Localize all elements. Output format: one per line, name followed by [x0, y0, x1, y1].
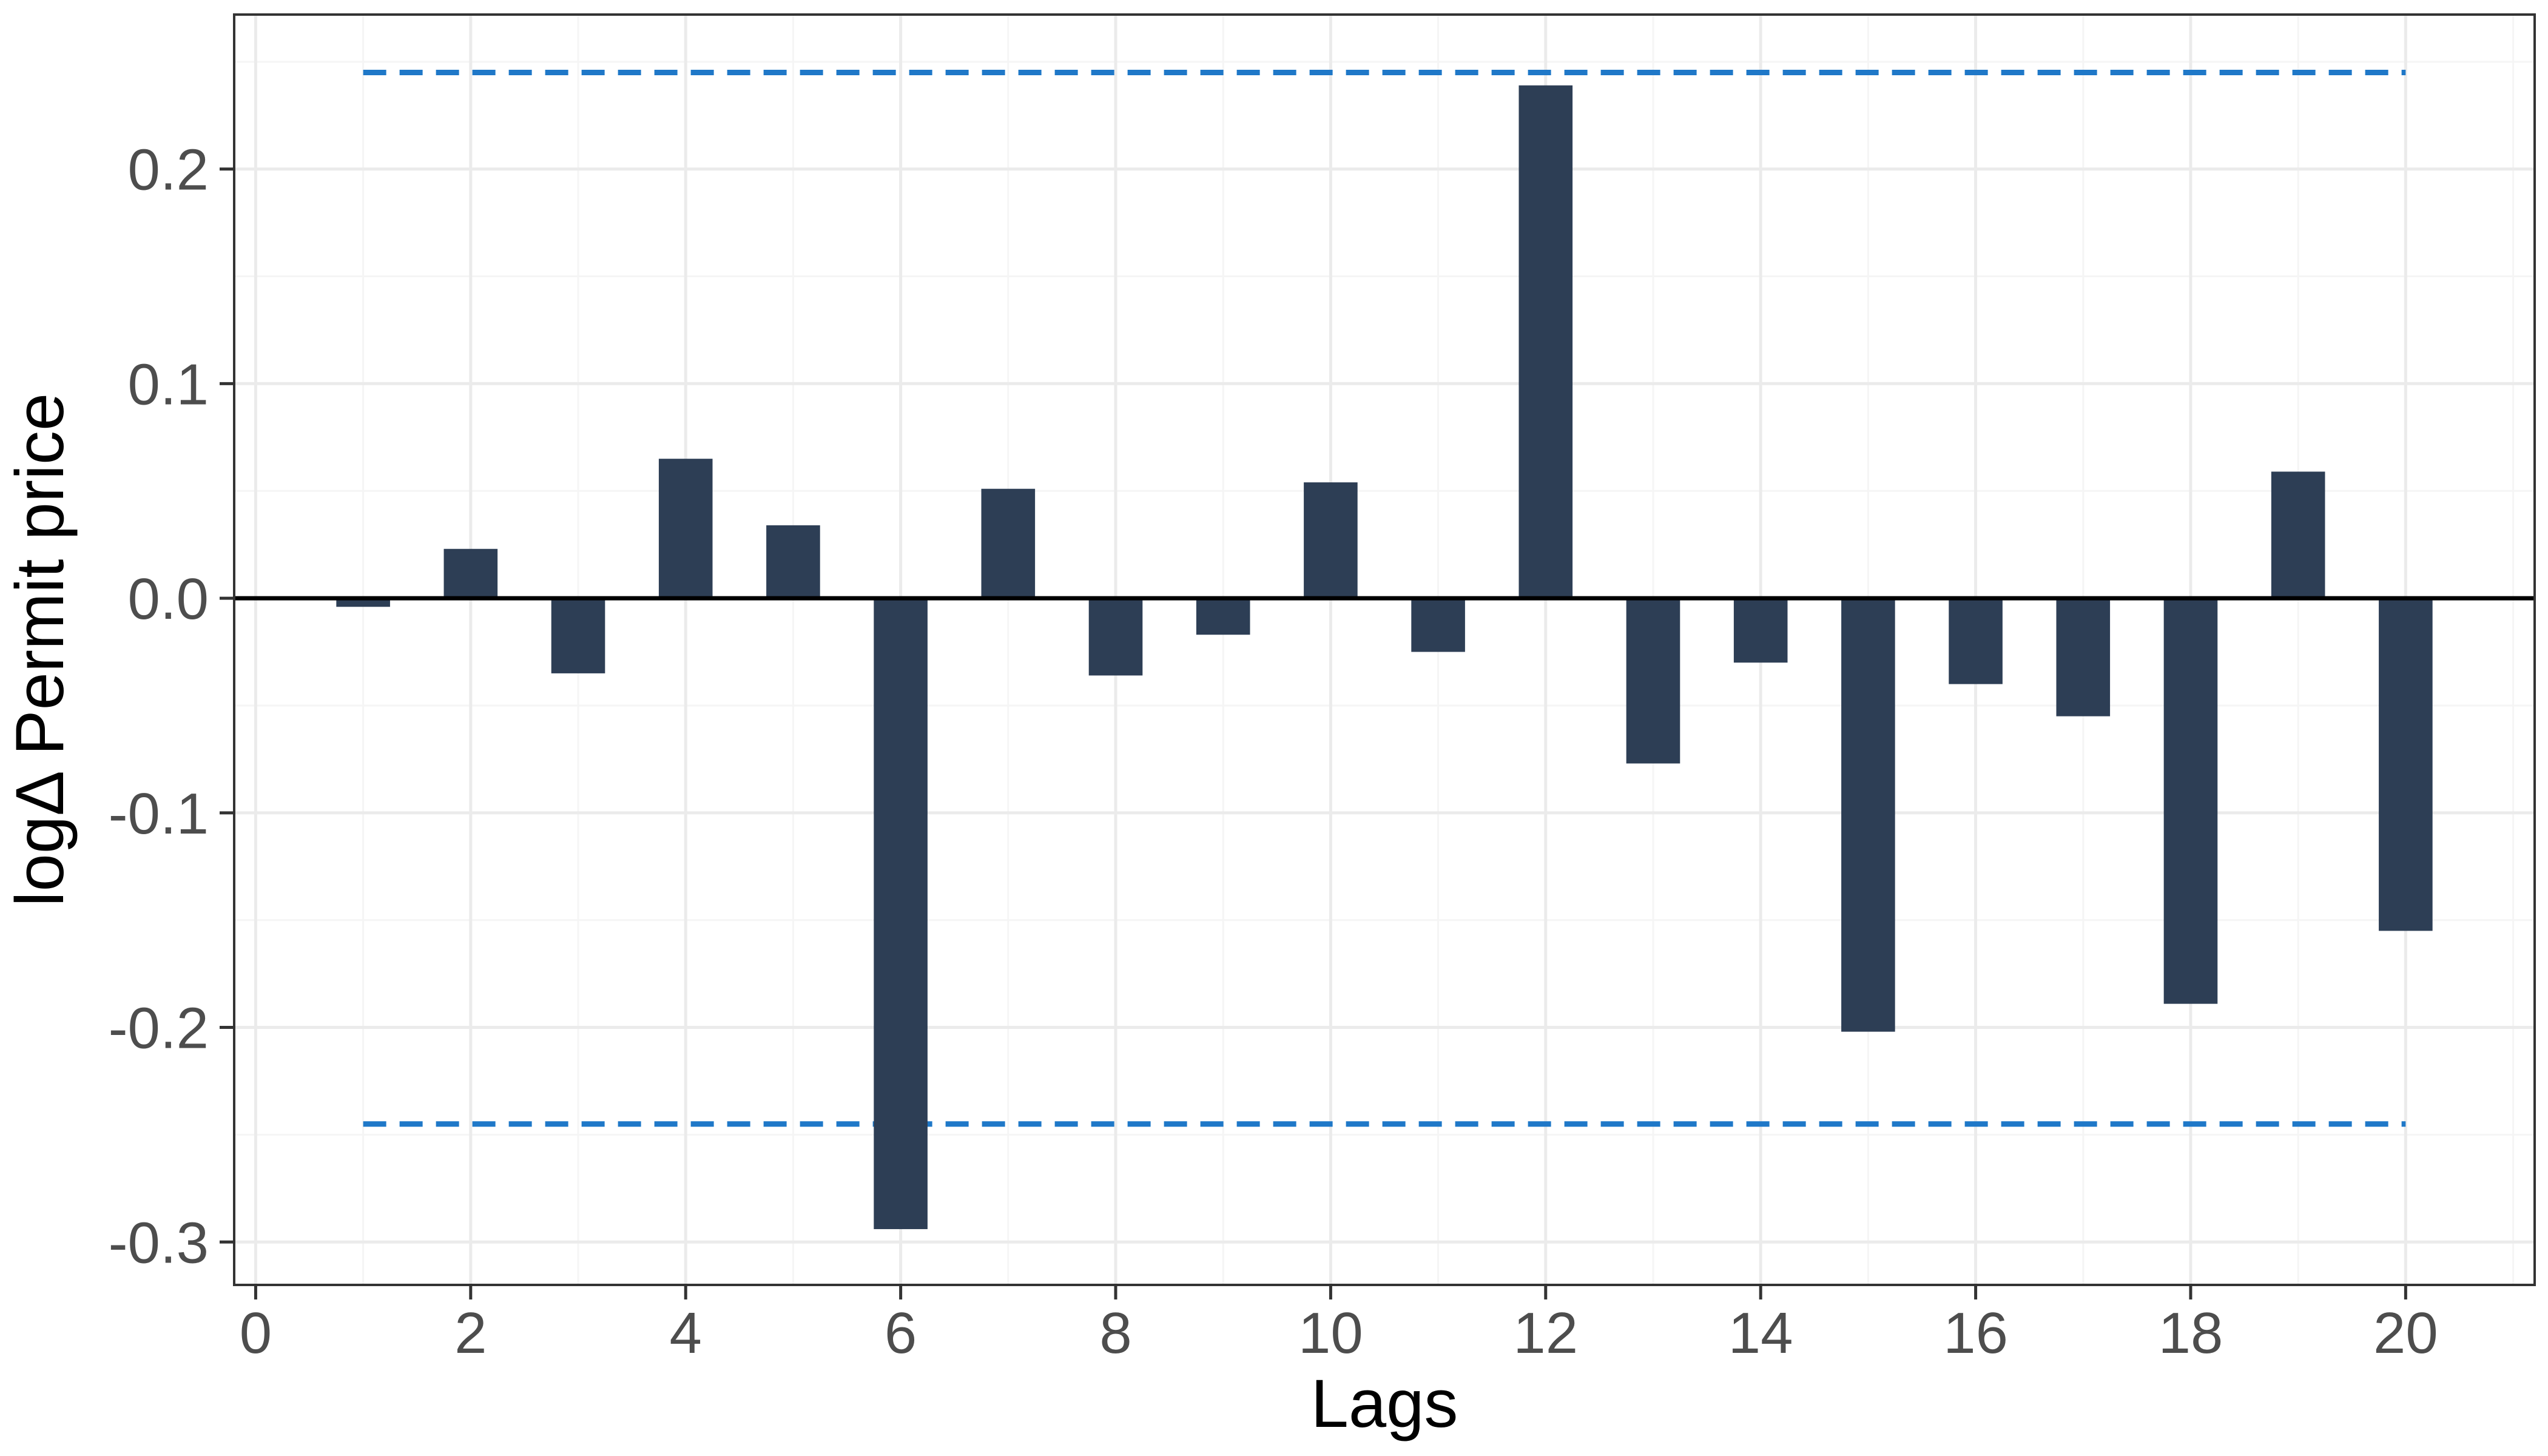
- x-tick-label: 12: [1513, 1301, 1578, 1366]
- bar-lag-6: [874, 598, 928, 1230]
- bar-lag-5: [766, 525, 820, 599]
- x-tick-label: 10: [1298, 1301, 1363, 1366]
- bar-lag-9: [1196, 598, 1250, 635]
- bar-lag-10: [1304, 482, 1358, 599]
- y-axis-title: logΔ Permit price: [2, 393, 78, 907]
- x-axis-title: Lags: [1311, 1366, 1458, 1441]
- x-tick-label: 2: [454, 1301, 487, 1366]
- bar-lag-4: [658, 459, 713, 599]
- bar-lag-16: [1949, 598, 2003, 684]
- y-tick-label: 0.1: [128, 352, 209, 417]
- bar-lag-3: [551, 598, 605, 673]
- bar-lag-1: [336, 598, 390, 607]
- bar-lag-11: [1411, 598, 1465, 652]
- x-tick-label: 0: [240, 1301, 272, 1366]
- bar-lag-12: [1518, 85, 1573, 599]
- y-tick-label: -0.3: [109, 1210, 209, 1275]
- bars: [336, 85, 2433, 1230]
- bar-lag-14: [1733, 598, 1788, 663]
- panel-border: [233, 13, 2536, 1286]
- bar-lag-7: [981, 488, 1036, 599]
- bar-lag-17: [2056, 598, 2111, 716]
- bar-lag-2: [443, 548, 498, 599]
- y-tick-label: 0.0: [128, 567, 209, 632]
- x-tick-label: 6: [885, 1301, 917, 1366]
- bar-lag-18: [2163, 598, 2218, 1004]
- grid: [234, 15, 2535, 1285]
- x-tick-label: 14: [1728, 1301, 1793, 1366]
- bar-lag-20: [2379, 598, 2433, 931]
- x-tick-label: 4: [670, 1301, 702, 1366]
- x-tick-label: 8: [1099, 1301, 1131, 1366]
- y-tick-label: -0.1: [109, 781, 209, 846]
- x-tick-label: 18: [2159, 1301, 2223, 1366]
- panel-background: [234, 15, 2535, 1285]
- confidence-bounds: [363, 70, 2406, 1127]
- bar-lag-13: [1626, 598, 1680, 764]
- bar-lag-19: [2271, 471, 2325, 599]
- y-tick-label: 0.2: [128, 138, 209, 203]
- x-tick-label: 16: [1943, 1301, 2008, 1366]
- axes: 0 2 4 6 8 10 12 14 16 18 20 -0.3 -0.2 -0.1 0.0 0.1 0.2: [109, 13, 2536, 1366]
- bar-lag-8: [1088, 598, 1143, 676]
- bar-lag-15: [1841, 598, 1895, 1032]
- x-tick-label: 20: [2373, 1301, 2438, 1366]
- y-tick-label: -0.2: [109, 996, 209, 1061]
